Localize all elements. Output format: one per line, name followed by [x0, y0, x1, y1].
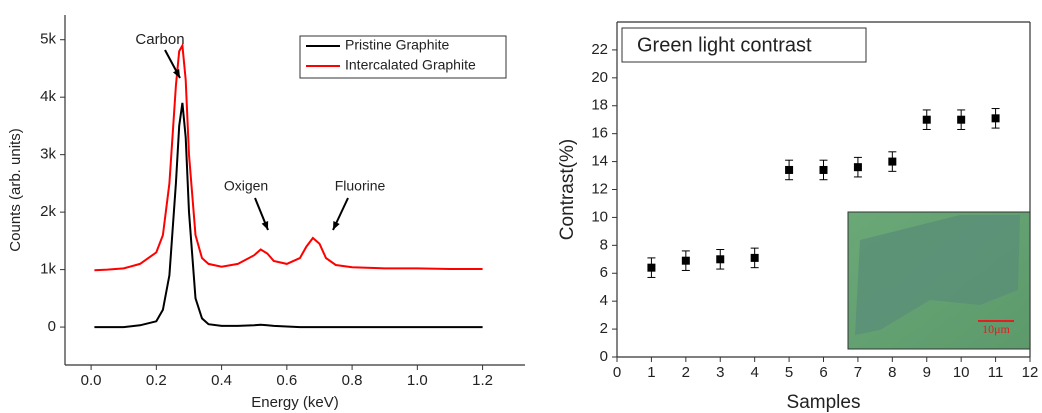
x-tick-label: 0.6 — [276, 372, 297, 389]
x-tick-label: 6 — [819, 364, 827, 381]
x-tick-label: 1.2 — [472, 372, 493, 389]
y-tick-label: 14 — [591, 153, 608, 170]
annotation: Fluorine — [335, 178, 386, 194]
y-tick-label: 3k — [40, 146, 56, 163]
annotation: Oxigen — [224, 178, 268, 194]
y-tick-label: 4k — [40, 88, 56, 105]
x-tick-label: 7 — [854, 364, 862, 381]
arrow-head — [333, 221, 340, 230]
line-series — [94, 42, 483, 272]
arrow-head — [261, 221, 269, 230]
inset-flake — [855, 215, 1020, 335]
point — [888, 157, 897, 166]
point — [957, 115, 966, 124]
y-tick-label: 18 — [591, 97, 608, 114]
x-tick-label: 0.2 — [146, 372, 167, 389]
point — [853, 163, 862, 172]
point — [819, 165, 828, 174]
x-tick-label: 2 — [682, 364, 690, 381]
y-tick-label: 2k — [40, 203, 56, 220]
legend-label: Intercalated Graphite — [345, 57, 476, 73]
y-tick-label: 0 — [48, 318, 56, 335]
x-tick-label: 10 — [953, 364, 970, 381]
x-tick-label: 3 — [716, 364, 724, 381]
chart-title: Green light contrast — [637, 34, 812, 56]
x-tick-label: 9 — [923, 364, 931, 381]
x-tick-label: 8 — [888, 364, 896, 381]
x-tick-label: 0.0 — [81, 372, 102, 389]
y-tick-label: 6 — [600, 264, 608, 281]
x-tick-label: 0.4 — [211, 372, 232, 389]
y-tick-label: 10 — [591, 208, 608, 225]
point — [750, 253, 759, 262]
point — [716, 255, 725, 264]
scale-bar-label: 10μm — [982, 322, 1010, 336]
x-tick-label: 12 — [1022, 364, 1039, 381]
y-tick-label: 0 — [600, 348, 608, 365]
y-tick-label: 8 — [600, 236, 608, 253]
y-tick-label: 12 — [591, 180, 608, 197]
point — [785, 165, 794, 174]
point — [991, 114, 1000, 123]
line-series — [94, 102, 483, 329]
x-axis-label: Energy (keV) — [251, 394, 339, 411]
legend-label: Pristine Graphite — [345, 37, 449, 53]
y-tick-label: 20 — [591, 69, 608, 86]
y-tick-label: 16 — [591, 125, 608, 142]
y-tick-label: 22 — [591, 41, 608, 58]
legend-box — [299, 35, 507, 79]
x-tick-label: 11 — [988, 364, 1004, 381]
y-tick-label: 1k — [40, 261, 56, 278]
x-tick-label: 0 — [613, 364, 621, 381]
x-tick-label: 0.8 — [342, 372, 363, 389]
arrow-head — [172, 69, 180, 78]
x-tick-label: 5 — [785, 364, 793, 381]
y-axis-label: Counts (arb. units) — [7, 128, 24, 251]
y-tick-label: 5k — [40, 31, 56, 48]
y-tick-label: 2 — [600, 320, 608, 337]
point — [681, 256, 690, 265]
x-axis-label: Samples — [787, 392, 861, 413]
y-axis-label: Contrast(%) — [557, 139, 578, 240]
x-tick-label: 4 — [750, 364, 758, 381]
y-tick-label: 4 — [600, 292, 608, 309]
annotation: Carbon — [135, 31, 184, 48]
x-tick-label: 1 — [647, 364, 655, 381]
title-box — [621, 27, 867, 63]
x-tick-label: 1.0 — [407, 372, 428, 389]
point — [647, 263, 656, 272]
point — [922, 115, 931, 124]
